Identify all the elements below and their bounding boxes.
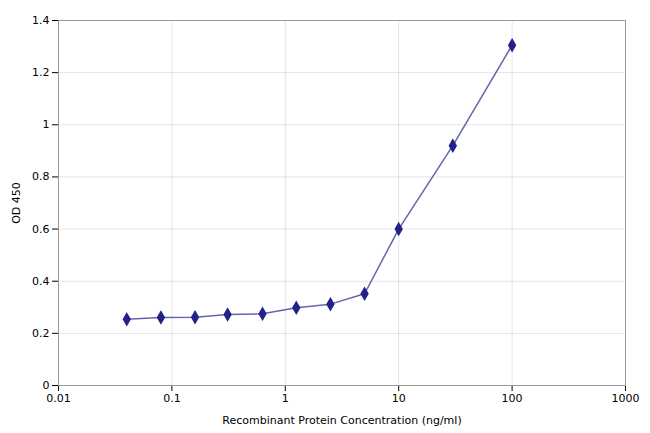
svg-text:0.2: 0.2 [32, 327, 50, 340]
svg-text:0: 0 [43, 379, 50, 392]
svg-text:0.4: 0.4 [32, 275, 50, 288]
svg-text:1: 1 [282, 392, 289, 405]
svg-text:1.4: 1.4 [32, 14, 50, 27]
svg-text:1: 1 [43, 118, 50, 131]
svg-text:100: 100 [502, 392, 523, 405]
svg-text:0.6: 0.6 [32, 223, 50, 236]
svg-text:OD 450: OD 450 [10, 182, 23, 224]
svg-text:Recombinant Protein Concentrat: Recombinant Protein Concentration (ng/ml… [222, 414, 461, 427]
svg-text:0.8: 0.8 [32, 170, 50, 183]
svg-text:1.2: 1.2 [32, 66, 50, 79]
svg-text:0.01: 0.01 [46, 392, 71, 405]
svg-text:10: 10 [392, 392, 406, 405]
svg-text:0.1: 0.1 [163, 392, 181, 405]
svg-text:1000: 1000 [612, 392, 640, 405]
